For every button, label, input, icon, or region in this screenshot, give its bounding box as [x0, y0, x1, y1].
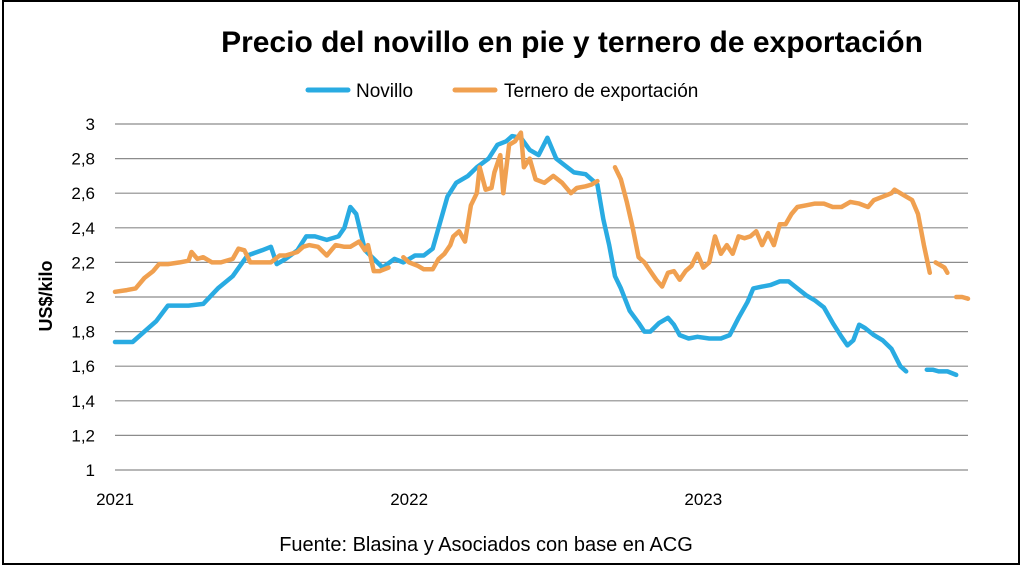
y-axis-ticks: 1 1,2 1,4 1,6 1,8 2 2,2 2,4 2,6 2,8 3 [71, 115, 95, 480]
source-note: Fuente: Blasina y Asociados con base en … [279, 534, 693, 556]
series-line-novillo [924, 367, 959, 378]
series-lines [112, 130, 971, 378]
y-tick-label: 1,8 [71, 323, 95, 342]
y-tick-label: 1,2 [71, 426, 95, 445]
y-tick-label: 2,2 [71, 253, 95, 272]
legend-label-novillo: Novillo [356, 81, 413, 102]
series-line-ternero [953, 294, 971, 301]
x-axis-ticks: 2021 2022 2023 [96, 490, 722, 509]
y-tick-label: 2,6 [71, 184, 95, 203]
y-tick-label: 2 [86, 288, 95, 307]
series-line-ternero [933, 260, 950, 276]
y-tick-label: 2,8 [71, 150, 95, 169]
y-tick-label: 3 [86, 115, 95, 134]
y-tick-label: 1,6 [71, 357, 95, 376]
gridlines [115, 123, 968, 471]
x-tick-label: 2022 [390, 490, 428, 509]
series-line-ternero [612, 165, 933, 289]
y-tick-label: 1 [86, 461, 95, 480]
y-axis-label: US$/kilo [36, 260, 56, 331]
series-line-ternero [112, 239, 391, 295]
series-line-ternero [401, 130, 600, 272]
y-tick-label: 1,4 [71, 392, 95, 411]
y-tick-label: 2,4 [71, 219, 95, 238]
legend-label-ternero: Ternero de exportación [504, 81, 698, 102]
legend: Novillo Ternero de exportación [305, 81, 698, 102]
chart-title: Precio del novillo en pie y ternero de e… [221, 26, 923, 59]
x-tick-label: 2021 [96, 490, 134, 509]
x-tick-label: 2023 [684, 490, 722, 509]
